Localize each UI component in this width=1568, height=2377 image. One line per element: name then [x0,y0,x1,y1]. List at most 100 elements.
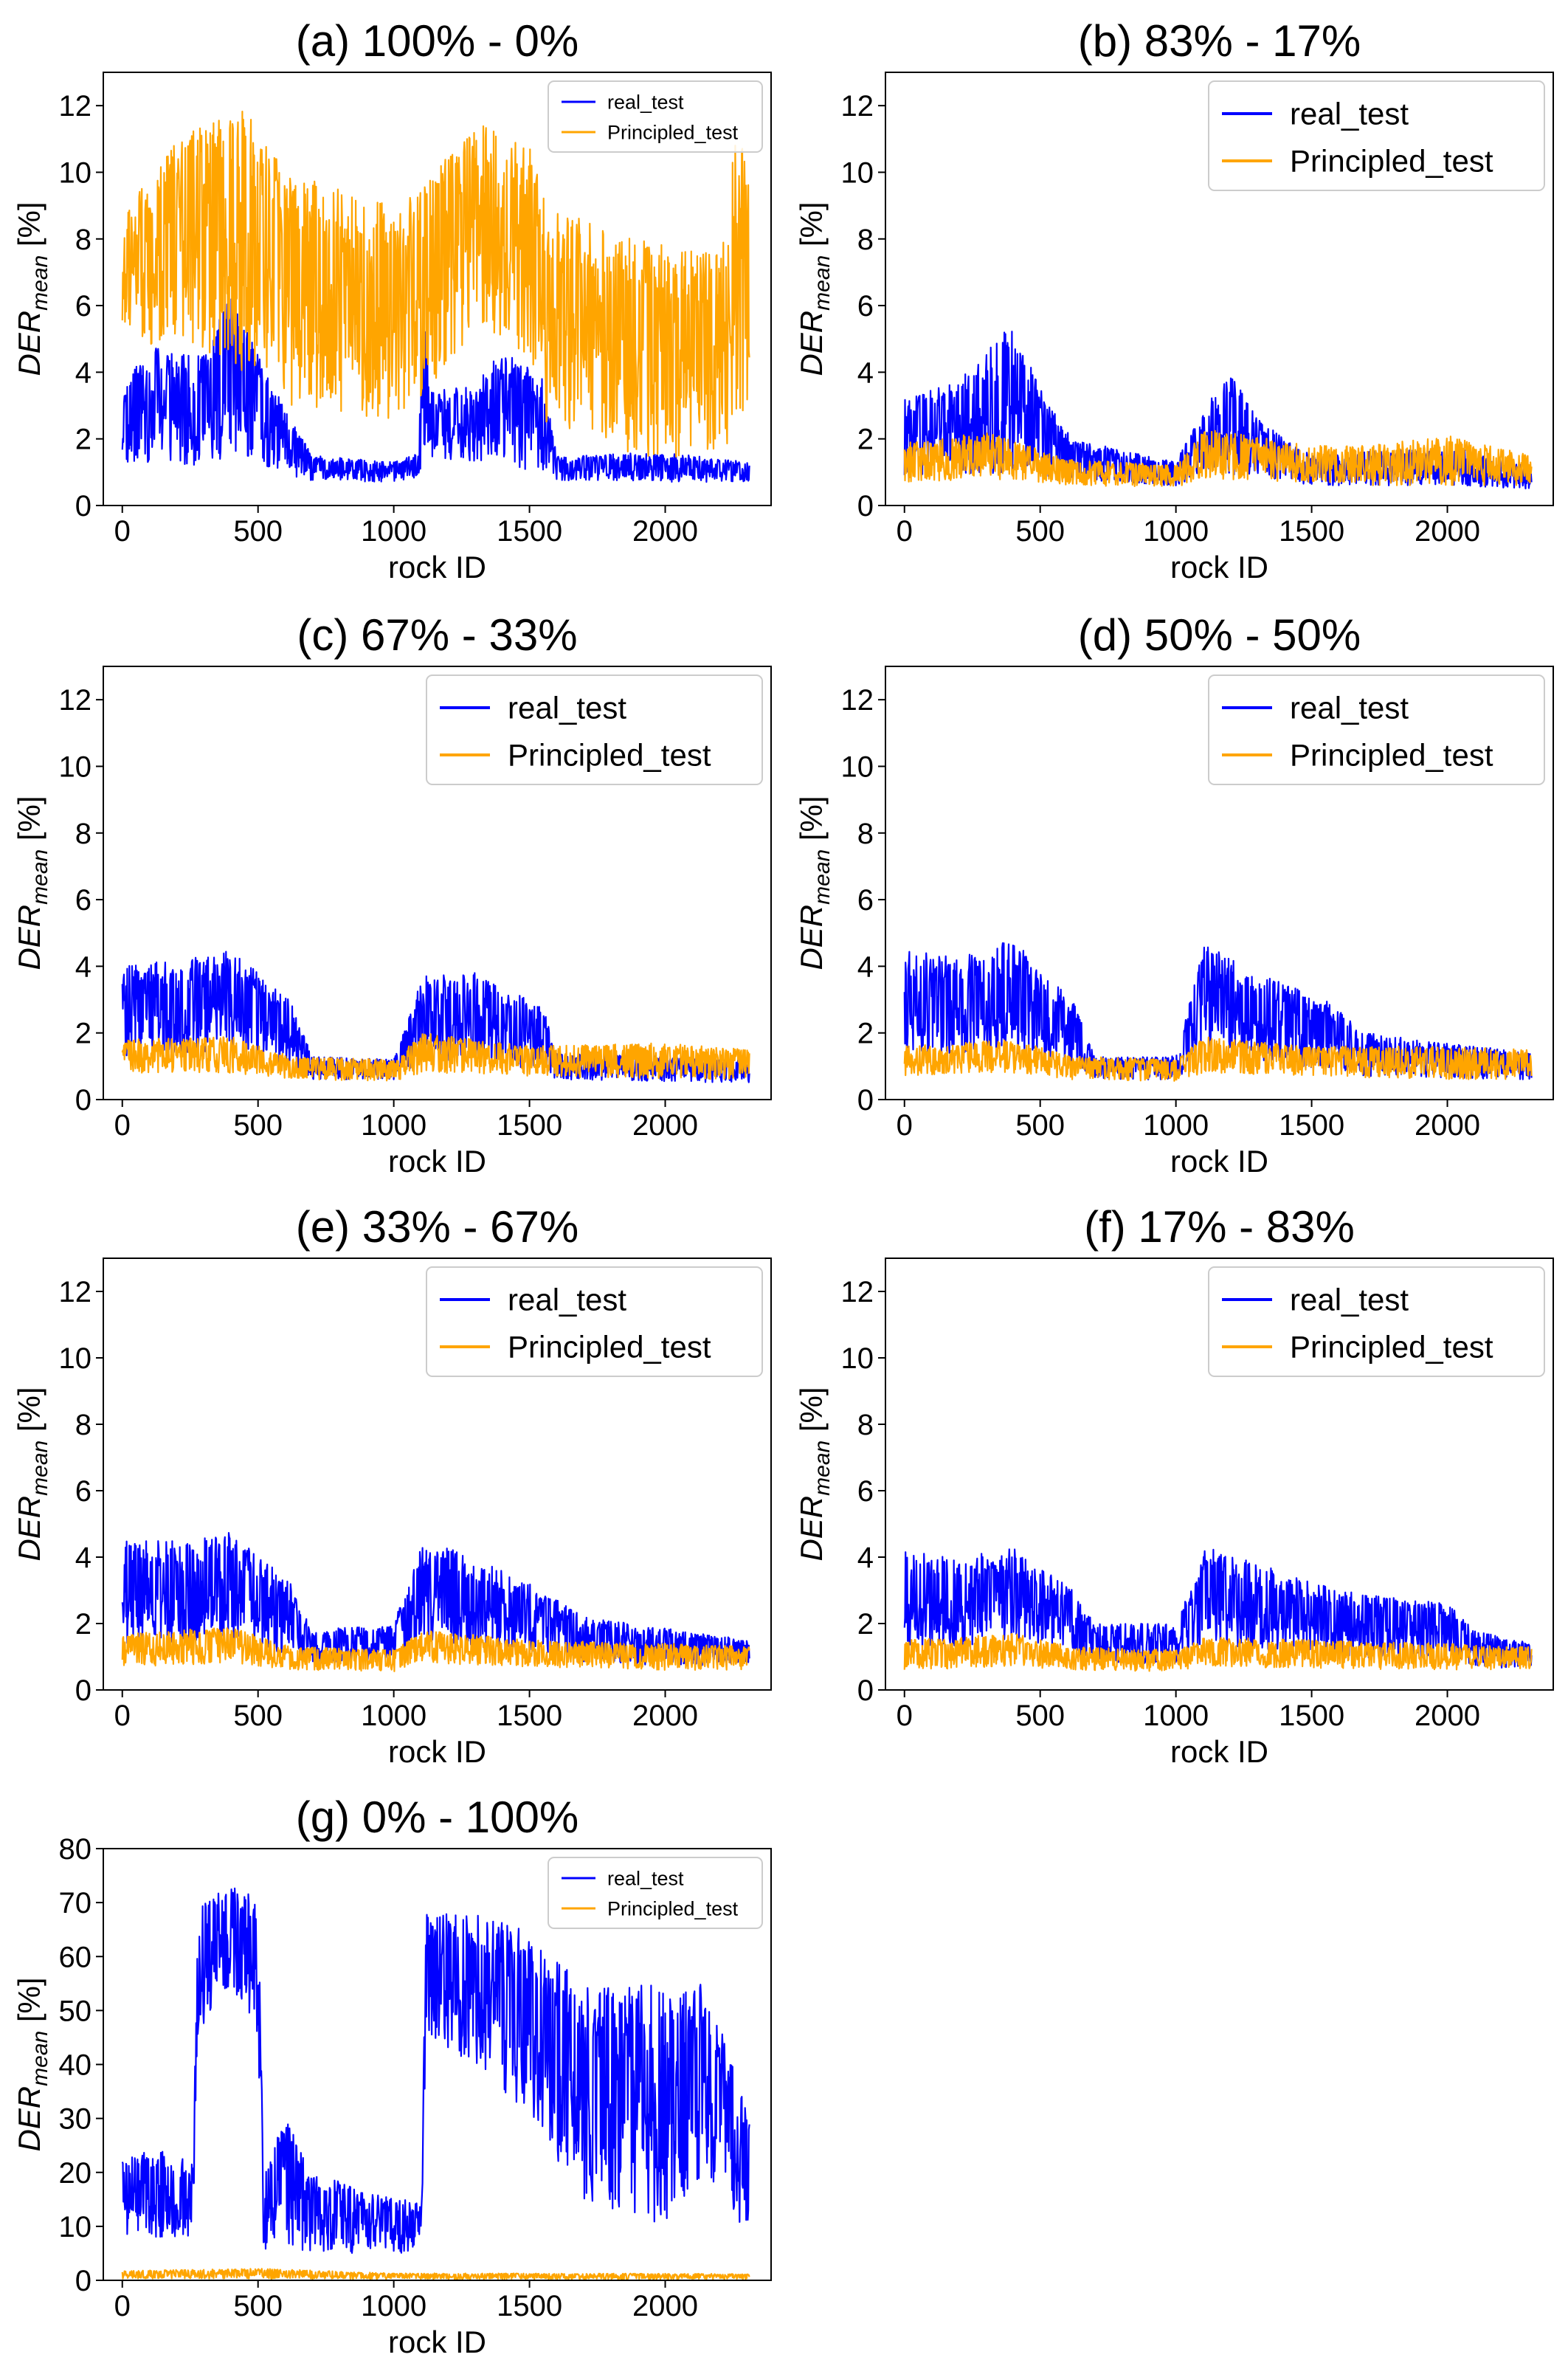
panel-g: (g) 0% - 100% 0 500 1000 1500 2000 0 10 20 30 40 50… [12,1793,772,2359]
y-tick-label: 8 [75,1409,91,1441]
x-tick-label: 2000 [1415,1109,1480,1142]
y-tick-label: 0 [857,1674,874,1707]
legend-box [426,675,763,785]
panel-a: (a) 100% - 0% 0 500 1000 1500 2000 0 2 4 6 8 10 12 ro… [12,16,772,584]
legend: real_test Principled_test [426,675,763,785]
legend-label: Principled_test [607,121,739,143]
y-tick-label: 6 [75,1475,91,1508]
series-Principled_test [121,111,750,458]
x-axis-label: rock ID [1170,1734,1268,1769]
panel-c: (c) 67% - 33% 0 500 1000 1500 2000 0 2 4 6 8 10 12 ro… [12,610,772,1179]
x-tick-label: 500 [1015,1109,1065,1142]
x-axis-label: rock ID [1170,1144,1268,1179]
series-Principled_test [121,1627,750,1672]
panel-f: (f) 17% - 83% 0 500 1000 1500 2000 0 2 4 6 8 10 12 ro… [794,1202,1554,1769]
y-tick-label: 0 [75,1084,91,1117]
x-tick-label: 500 [1015,515,1065,548]
y-tick-label: 2 [75,424,91,456]
y-tick-label: 10 [59,2211,92,2243]
x-tick-label: 0 [897,515,913,548]
panel-title: (b) 83% - 17% [1078,16,1361,66]
x-tick-label: 1500 [1279,1700,1344,1732]
x-tick-label: 0 [114,1109,131,1142]
y-tick-label: 8 [857,818,874,850]
y-tick-label: 10 [59,156,92,189]
x-tick-label: 1500 [1279,515,1344,548]
x-axis-label: rock ID [388,1734,486,1769]
plot-area [121,111,750,483]
y-axis-label-unit: [%] [794,201,829,255]
plot-area [903,1548,1533,1672]
legend-label: Principled_test [508,738,711,773]
legend-box [426,1266,763,1377]
y-axis-label-main: DER [12,2086,46,2152]
y-axis-label-unit: [%] [12,1977,46,2030]
legend-box [548,1857,763,1929]
y-axis-label: DERmean [%] [794,796,835,970]
y-axis-label: DERmean [%] [12,1387,52,1561]
axes-frame [885,72,1554,506]
legend-label: real_test [508,691,626,725]
x-tick-label: 0 [897,1109,913,1142]
x-tick-label: 500 [1015,1700,1065,1732]
series-real_test [121,298,750,483]
legend-label: real_test [1290,97,1409,131]
plot-area [121,1532,750,1672]
y-tick-label: 0 [75,490,91,522]
y-tick-label: 12 [841,684,874,717]
legend-label: real_test [607,91,684,113]
plot-area [903,331,1533,490]
y-tick-label: 6 [75,884,91,917]
y-tick-label: 6 [857,290,874,322]
legend-label: real_test [1290,1283,1409,1317]
x-tick-label: 2000 [1415,515,1480,548]
y-axis-label-unit: [%] [794,796,829,849]
panel-e: (e) 33% - 67% 0 500 1000 1500 2000 0 2 4 6 8 10 12 ro… [12,1202,772,1769]
y-tick-label: 30 [59,2103,92,2136]
y-axis-label-sub: mean [810,849,835,905]
x-tick-label: 1000 [361,1700,426,1732]
y-axis-label-main: DER [12,311,46,376]
y-tick-label: 8 [75,224,91,256]
legend-box [1208,675,1545,785]
x-tick-label: 2000 [632,1700,698,1732]
x-tick-label: 1500 [497,2290,562,2322]
y-axis-label-main: DER [12,1496,46,1562]
legend-label: Principled_test [508,1330,711,1365]
series-Principled_test [903,1633,1533,1672]
axes-frame [103,1258,772,1691]
y-tick-label: 8 [75,818,91,850]
x-axis-label: rock ID [388,550,486,584]
series-Principled_test [121,1033,750,1082]
legend: real_test Principled_test [548,80,763,153]
x-tick-label: 0 [114,1700,131,1732]
series-real_test [121,1887,750,2254]
y-tick-label: 4 [857,356,874,389]
x-tick-label: 500 [233,1109,283,1142]
plot-area [121,1887,750,2280]
y-tick-label: 12 [59,684,92,717]
y-tick-label: 8 [857,1409,874,1441]
y-tick-label: 10 [59,1342,92,1375]
panel-title: (g) 0% - 100% [296,1793,579,1842]
y-tick-label: 60 [59,1941,92,1973]
x-axis-label: rock ID [1170,550,1268,584]
y-axis-label-main: DER [794,1496,829,1562]
x-tick-label: 1000 [361,1109,426,1142]
y-axis-label-unit: [%] [12,201,46,255]
series-Principled_test [121,2268,750,2280]
y-tick-label: 80 [59,1833,92,1866]
y-axis-label-sub: mean [810,1441,835,1496]
y-tick-label: 40 [59,2049,92,2082]
legend: real_test Principled_test [1208,80,1545,191]
y-tick-label: 6 [75,290,91,322]
x-tick-label: 0 [114,515,131,548]
y-tick-label: 20 [59,2157,92,2190]
y-tick-label: 10 [841,751,874,783]
x-axis-label: rock ID [388,1144,486,1179]
y-tick-label: 2 [857,424,874,456]
axes-frame [885,666,1554,1100]
y-tick-label: 0 [75,2265,91,2297]
y-tick-label: 2 [75,1018,91,1050]
